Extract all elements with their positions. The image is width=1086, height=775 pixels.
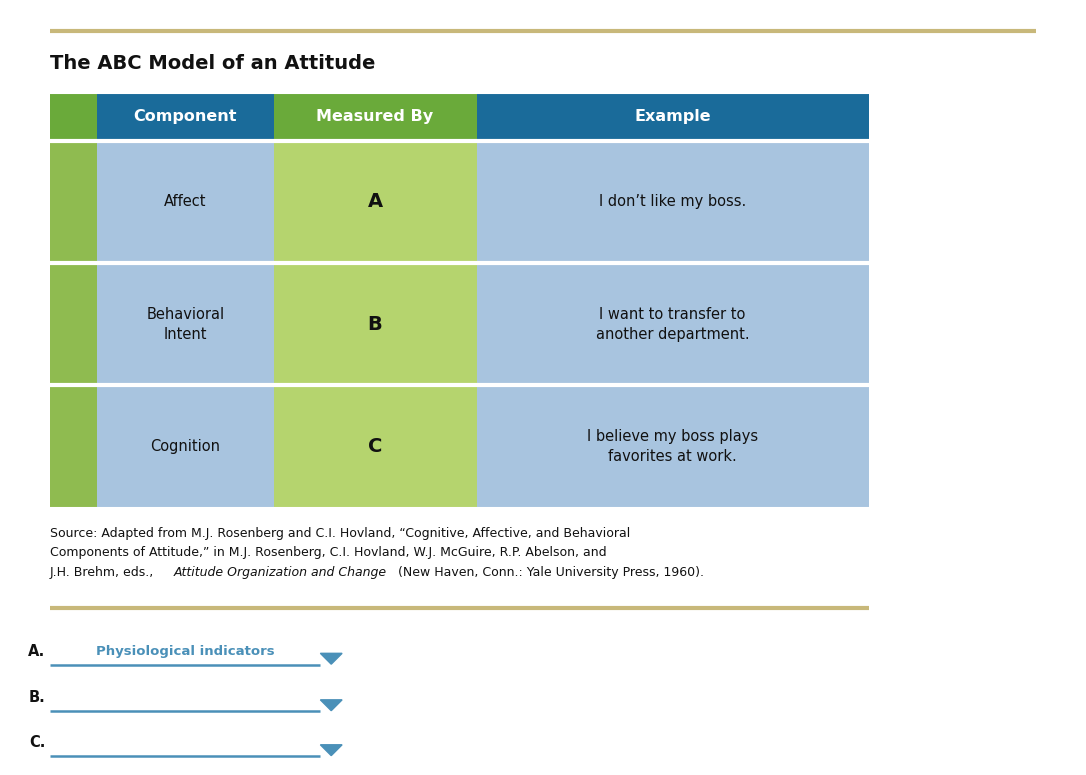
Text: I want to transfer to
another department.: I want to transfer to another department…	[596, 307, 749, 342]
Text: Measured By: Measured By	[316, 109, 433, 124]
Text: Affect: Affect	[164, 195, 206, 209]
Text: J.H. Brehm, eds.,: J.H. Brehm, eds.,	[50, 566, 159, 579]
Text: I believe my boss plays
favorites at work.: I believe my boss plays favorites at wor…	[588, 429, 758, 464]
Text: Attitude Organization and Change: Attitude Organization and Change	[174, 566, 387, 579]
Text: Source: Adapted from M.J. Rosenberg and C.I. Hovland, “Cognitive, Affective, and: Source: Adapted from M.J. Rosenberg and …	[50, 527, 630, 540]
Text: Physiological indicators: Physiological indicators	[96, 645, 275, 657]
Text: A: A	[367, 192, 382, 212]
Text: B.: B.	[29, 690, 46, 705]
Text: Cognition: Cognition	[151, 439, 220, 454]
Text: C: C	[368, 437, 382, 456]
Text: (New Haven, Conn.: Yale University Press, 1960).: (New Haven, Conn.: Yale University Press…	[394, 566, 704, 579]
Text: Components of Attitude,” in M.J. Rosenberg, C.I. Hovland, W.J. McGuire, R.P. Abe: Components of Attitude,” in M.J. Rosenbe…	[50, 546, 607, 560]
Text: The ABC Model of an Attitude: The ABC Model of an Attitude	[50, 54, 376, 74]
Text: Behavioral
Intent: Behavioral Intent	[147, 307, 225, 342]
Text: I don’t like my boss.: I don’t like my boss.	[599, 195, 746, 209]
Text: A.: A.	[28, 643, 46, 659]
Text: C.: C.	[29, 735, 46, 750]
Text: Example: Example	[634, 109, 711, 124]
Text: Component: Component	[134, 109, 237, 124]
Text: B: B	[368, 315, 382, 334]
